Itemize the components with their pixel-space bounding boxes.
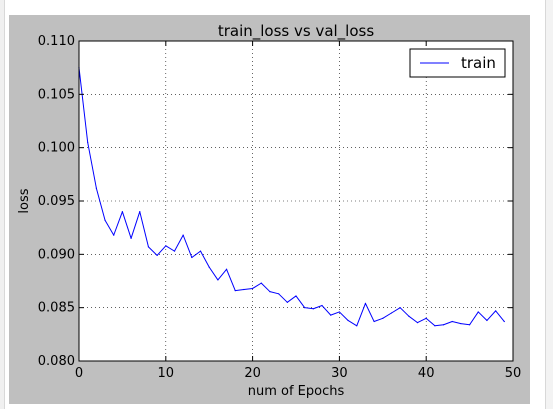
x-tick-label: 40	[418, 366, 435, 381]
data-point	[416, 322, 419, 324]
data-point	[147, 246, 150, 248]
legend: train	[409, 48, 506, 78]
data-point	[217, 279, 219, 281]
data-point	[208, 266, 210, 268]
data-point	[408, 315, 410, 317]
data-point	[338, 311, 340, 313]
x-tick-label: 30	[331, 366, 348, 381]
data-point	[486, 319, 488, 322]
data-point	[225, 268, 228, 270]
y-tick-label: 0.085	[38, 301, 75, 316]
data-point	[252, 287, 254, 290]
data-point	[390, 312, 393, 314]
data-point	[382, 317, 384, 319]
data-point	[312, 308, 314, 310]
data-point	[156, 254, 158, 256]
x-axis-label: num of Epochs	[248, 384, 345, 399]
data-point	[399, 307, 401, 309]
data-point	[460, 323, 462, 325]
data-point	[121, 211, 123, 213]
data-point	[364, 302, 367, 304]
x-tick-label: 20	[244, 366, 261, 381]
series-line-train	[78, 67, 505, 327]
x-tick-label: 0	[75, 366, 83, 381]
data-point	[104, 219, 106, 221]
data-point	[330, 314, 332, 316]
x-tick-label: 10	[158, 366, 175, 381]
data-point	[199, 250, 202, 252]
data-point	[286, 301, 288, 303]
chart-title: train_loss vs val_loss	[218, 22, 375, 41]
x-tick-label: 50	[505, 366, 522, 381]
data-point	[182, 234, 184, 236]
data-point	[442, 324, 445, 326]
data-point	[304, 307, 306, 309]
data-point	[130, 237, 132, 239]
data-point	[434, 325, 436, 327]
legend-label-train: train	[461, 54, 496, 72]
data-point	[451, 320, 453, 323]
data-point	[95, 187, 97, 189]
data-point	[165, 245, 167, 247]
y-tick-label: 0.095	[38, 194, 75, 209]
data-point	[425, 317, 427, 319]
data-point	[373, 320, 375, 323]
series-layer	[78, 67, 505, 327]
y-tick-label: 0.110	[38, 34, 75, 49]
data-point	[295, 295, 297, 297]
data-point	[243, 288, 245, 291]
data-point	[469, 324, 471, 326]
data-point	[113, 234, 115, 236]
data-point	[356, 325, 358, 327]
ticks: 0 10 20 30 40 50 0.080 0.085 0.090 0.095 0.100 0.10…	[38, 34, 521, 381]
data-point	[477, 311, 479, 313]
y-tick-label: 0.080	[38, 354, 75, 369]
data-point	[139, 211, 141, 213]
data-point	[347, 319, 349, 322]
left-window-edge	[0, 0, 5, 409]
data-point	[495, 310, 497, 312]
data-point	[87, 141, 89, 143]
data-point	[278, 293, 280, 295]
data-point	[260, 282, 262, 284]
data-point	[269, 291, 271, 293]
data-point	[234, 290, 236, 292]
y-tick-label: 0.090	[38, 247, 75, 262]
right-window-edge	[545, 0, 553, 409]
y-tick-label: 0.100	[38, 141, 75, 156]
data-point	[503, 320, 505, 323]
data-point	[321, 304, 323, 307]
data-point	[173, 250, 176, 252]
y-axis-label: loss	[17, 188, 32, 213]
y-tick-label: 0.105	[38, 87, 75, 102]
data-point	[191, 256, 193, 259]
